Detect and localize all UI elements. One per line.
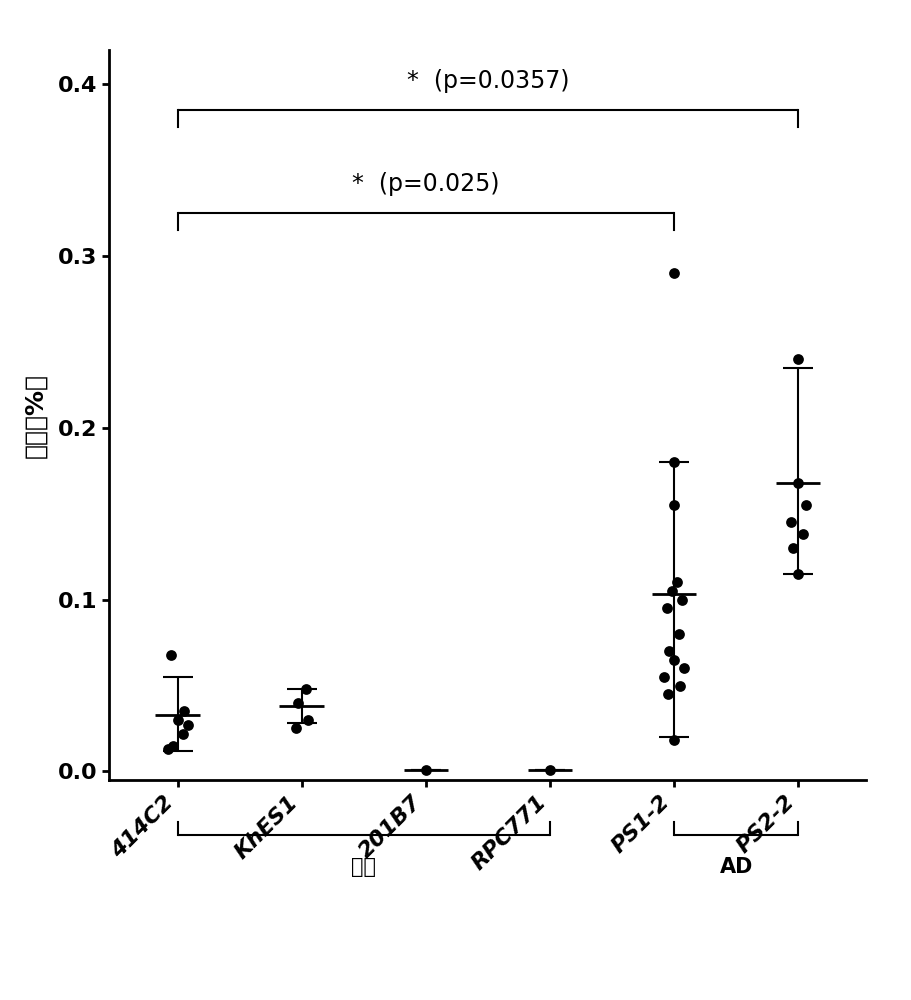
Point: [661, 643, 676, 659]
Point: [795, 526, 810, 542]
Point: [160, 741, 175, 757]
Point: [180, 717, 195, 733]
Point: [669, 574, 683, 590]
Point: [676, 660, 691, 676]
Point: [418, 762, 433, 778]
Point: [790, 475, 804, 491]
Point: [298, 681, 312, 697]
Point: [177, 703, 191, 719]
Point: [542, 762, 557, 778]
Point: [672, 678, 687, 694]
Point: [673, 592, 688, 608]
Point: [790, 566, 804, 582]
Text: *  (p=0.025): * (p=0.025): [352, 172, 499, 196]
Point: [660, 686, 674, 702]
Point: [785, 540, 800, 556]
Point: [663, 583, 678, 599]
Point: [288, 720, 302, 736]
Point: [291, 695, 305, 711]
Text: 对照: 对照: [351, 857, 376, 877]
Point: [175, 726, 189, 742]
Point: [666, 265, 681, 281]
Point: [656, 669, 670, 685]
Point: [671, 626, 686, 642]
Text: *  (p=0.0357): * (p=0.0357): [406, 69, 568, 93]
Point: [666, 732, 681, 748]
Text: AD: AD: [719, 857, 752, 877]
Point: [301, 712, 315, 728]
Point: [666, 497, 681, 513]
Point: [659, 600, 673, 616]
Point: [170, 712, 185, 728]
Point: [165, 738, 179, 754]
Point: [164, 647, 179, 663]
Point: [783, 514, 797, 530]
Point: [797, 497, 812, 513]
Point: [666, 652, 681, 668]
Y-axis label: 比例（%）: 比例（%）: [23, 372, 46, 458]
Point: [790, 351, 804, 367]
Point: [666, 454, 681, 470]
